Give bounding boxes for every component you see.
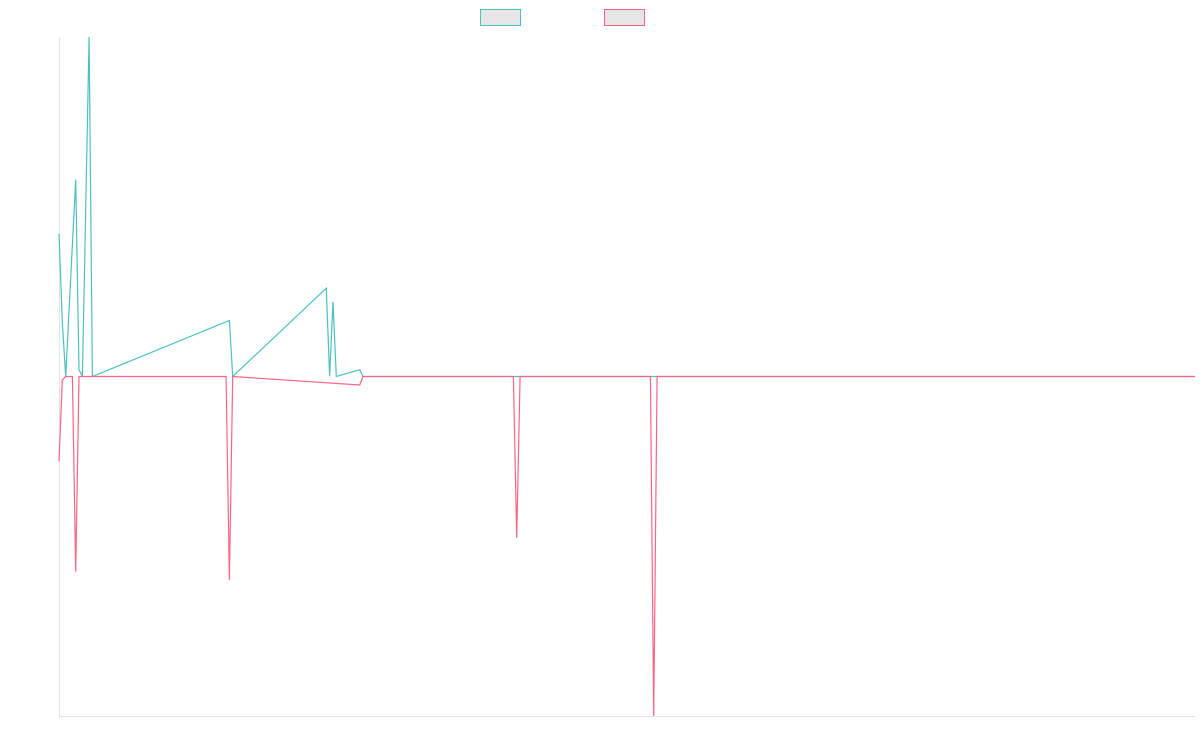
axes — [59, 37, 1195, 717]
legend-swatch-2[interactable] — [604, 9, 645, 26]
legend-swatch-1[interactable] — [480, 9, 521, 26]
plot-area — [58, 36, 1195, 717]
series-line-2 — [58, 375, 1195, 717]
legend — [480, 9, 645, 26]
series-line-1 — [58, 36, 1195, 378]
